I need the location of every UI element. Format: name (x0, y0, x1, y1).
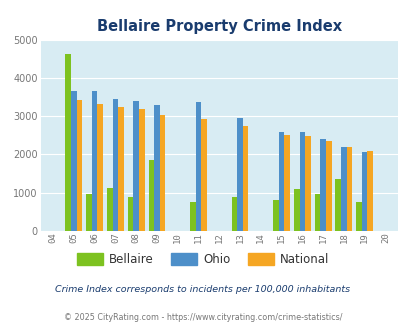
Text: © 2025 CityRating.com - https://www.cityrating.com/crime-statistics/: © 2025 CityRating.com - https://www.city… (64, 313, 341, 322)
Bar (77, 100, 82, 231)
Bar (201, 119, 207, 231)
Bar (154, 105, 159, 231)
Bar (293, 189, 299, 231)
Bar (112, 99, 118, 231)
Bar (65, 54, 71, 231)
Bar (237, 118, 242, 231)
Text: Crime Index corresponds to incidents per 100,000 inhabitants: Crime Index corresponds to incidents per… (55, 285, 350, 294)
Bar (139, 109, 144, 231)
Bar (273, 200, 278, 231)
Bar (367, 150, 372, 231)
Bar (346, 147, 352, 231)
Title: Bellaire Property Crime Index: Bellaire Property Crime Index (96, 19, 341, 34)
Bar (335, 179, 340, 231)
Bar (284, 135, 289, 231)
Bar (71, 91, 77, 231)
Bar (278, 132, 284, 231)
Bar (305, 136, 310, 231)
Bar (107, 188, 112, 231)
Bar (195, 102, 201, 231)
Bar (92, 91, 97, 231)
Bar (128, 197, 133, 231)
Bar (118, 107, 124, 231)
Bar (190, 202, 195, 231)
Bar (86, 194, 92, 231)
Bar (299, 132, 305, 231)
Bar (340, 147, 346, 231)
Bar (159, 115, 165, 231)
Bar (231, 197, 237, 231)
Bar (314, 194, 320, 231)
Bar (97, 104, 103, 231)
Legend: Bellaire, Ohio, National: Bellaire, Ohio, National (72, 248, 333, 271)
Bar (320, 139, 325, 231)
Bar (325, 141, 331, 231)
Bar (361, 152, 367, 231)
Bar (148, 160, 154, 231)
Bar (242, 126, 248, 231)
Bar (355, 202, 361, 231)
Bar (133, 101, 139, 231)
